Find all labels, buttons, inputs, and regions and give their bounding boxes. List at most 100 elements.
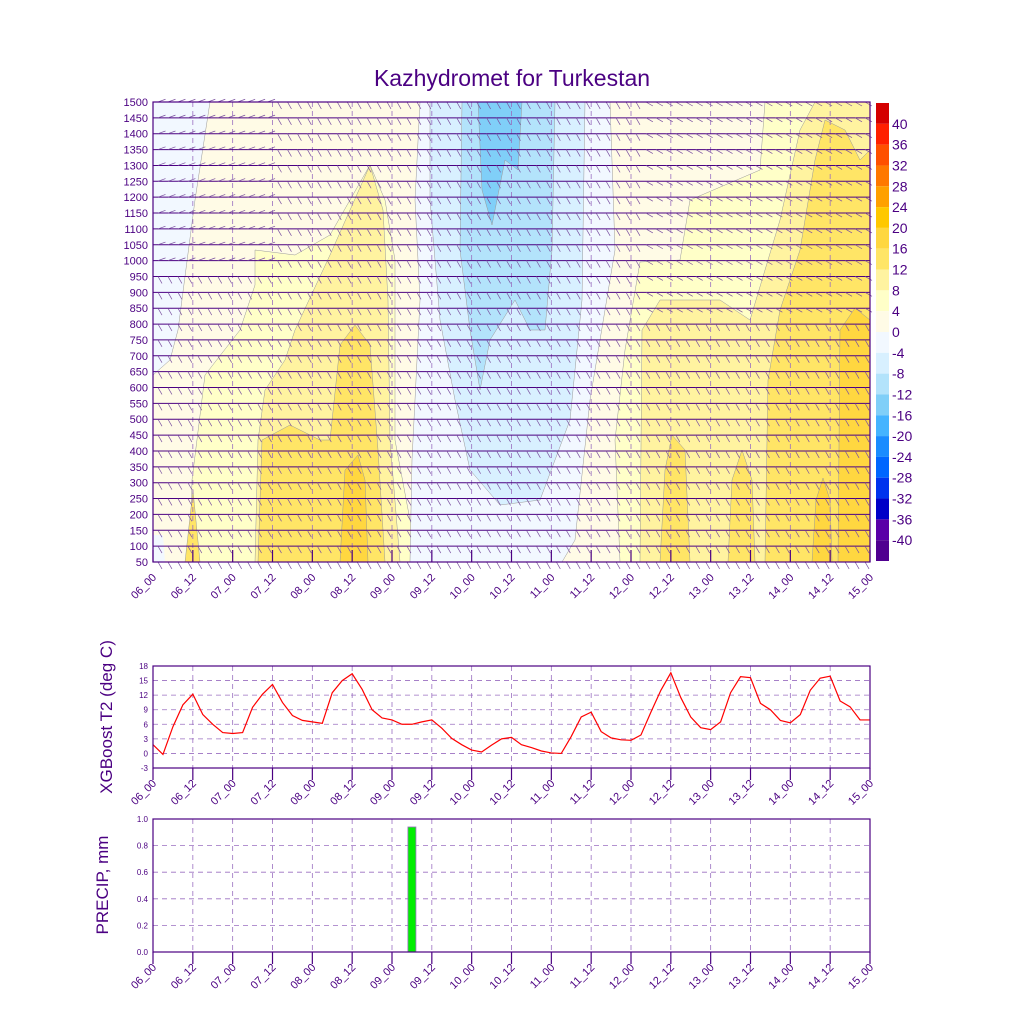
wind-barb (277, 101, 282, 110)
wind-barb (864, 466, 870, 474)
wind-barb (496, 514, 501, 522)
wind-barb (287, 514, 292, 522)
wind-barb (177, 130, 186, 135)
wind-barb (346, 228, 352, 236)
wind-barb (725, 419, 730, 427)
wind-barb (376, 149, 382, 157)
wind-barb (665, 403, 671, 411)
wind-barb (685, 276, 693, 281)
wind-barb (815, 181, 823, 186)
wind-barb (844, 419, 850, 427)
wind-barb (705, 339, 711, 348)
wind-barb (406, 450, 412, 459)
wind-barb (685, 228, 693, 234)
wind-barb (824, 482, 830, 490)
wind-barb (207, 178, 216, 182)
wind-barb (486, 355, 491, 363)
wind-barb (615, 498, 621, 506)
wind-barb (237, 146, 246, 150)
wind-barb (844, 149, 853, 154)
wind-barb (775, 530, 780, 538)
x-tick-label: 10_00 (448, 778, 478, 808)
wind-barb (456, 498, 462, 506)
wind-barb (864, 419, 870, 427)
wind-barb (247, 450, 252, 459)
wind-barb (556, 434, 561, 443)
wind-barb (237, 419, 242, 427)
wind-barb (227, 545, 233, 554)
wind-barb (585, 482, 591, 490)
wind-barb (227, 482, 233, 490)
wind-barb (745, 307, 753, 313)
wind-barb (546, 181, 551, 189)
wind-barb (635, 419, 641, 427)
wind-barb (237, 387, 242, 395)
wind-barb (486, 450, 491, 459)
wind-barb (755, 307, 763, 313)
wind-barb (247, 434, 252, 443)
wind-barb (595, 545, 601, 554)
wind-barb (715, 260, 723, 265)
wind-barb (366, 244, 372, 252)
wind-barb (466, 117, 472, 125)
wind-barb (466, 149, 472, 157)
colorbar-swatch (876, 456, 889, 478)
wind-barb (725, 530, 730, 538)
wind-barb (575, 133, 581, 141)
wind-barb (326, 133, 332, 141)
wind-barb (605, 260, 611, 268)
wind-barb (556, 276, 561, 284)
wind-barb (187, 257, 196, 261)
wind-barb (157, 292, 163, 300)
wind-barb (167, 482, 173, 490)
wind-barb (356, 466, 362, 474)
x-tick-label: 14_00 (766, 778, 796, 808)
wind-barb (406, 196, 412, 205)
wind-barb (685, 419, 691, 427)
wind-barb (197, 482, 203, 490)
wind-barb (625, 482, 631, 490)
wind-barb (466, 292, 472, 300)
wind-barb (406, 228, 412, 236)
wind-barb (287, 181, 292, 189)
wind-barb (814, 323, 820, 332)
wind-barb (705, 419, 711, 427)
wind-barb (765, 434, 770, 443)
wind-barb (386, 149, 392, 157)
wind-barb (814, 561, 820, 570)
wind-barb (824, 434, 830, 443)
wind-barb (546, 403, 551, 411)
wind-barb (366, 165, 372, 173)
wind-barb (466, 419, 472, 427)
wind-barb (675, 387, 681, 395)
colorbar-swatch (876, 477, 889, 499)
wind-barb (824, 466, 830, 474)
wind-barb (446, 260, 452, 268)
wind-barb (695, 260, 703, 265)
wind-barb (824, 323, 830, 332)
wind-barb (396, 355, 402, 363)
wind-barb (585, 117, 591, 125)
wind-barb (625, 355, 631, 363)
wind-barb (197, 339, 203, 348)
wind-barb (595, 387, 601, 395)
wind-barb (217, 130, 226, 135)
wind-barb (277, 403, 282, 411)
wind-barb (207, 355, 213, 363)
precip-grid (152, 818, 871, 953)
wind-barb (605, 292, 611, 300)
wind-barb (217, 114, 226, 119)
wind-barb (376, 371, 382, 379)
wind-barb (426, 514, 432, 522)
wind-barb (486, 260, 491, 268)
wind-barb (705, 482, 711, 490)
wind-barb (585, 371, 591, 379)
wind-barb (277, 371, 282, 379)
wind-barb (386, 514, 392, 522)
wind-barb (844, 434, 850, 443)
wind-barb (725, 276, 733, 281)
wind-barb (595, 514, 601, 522)
wind-barb (406, 403, 412, 411)
wind-barb (386, 339, 392, 348)
wind-barb (317, 355, 322, 363)
